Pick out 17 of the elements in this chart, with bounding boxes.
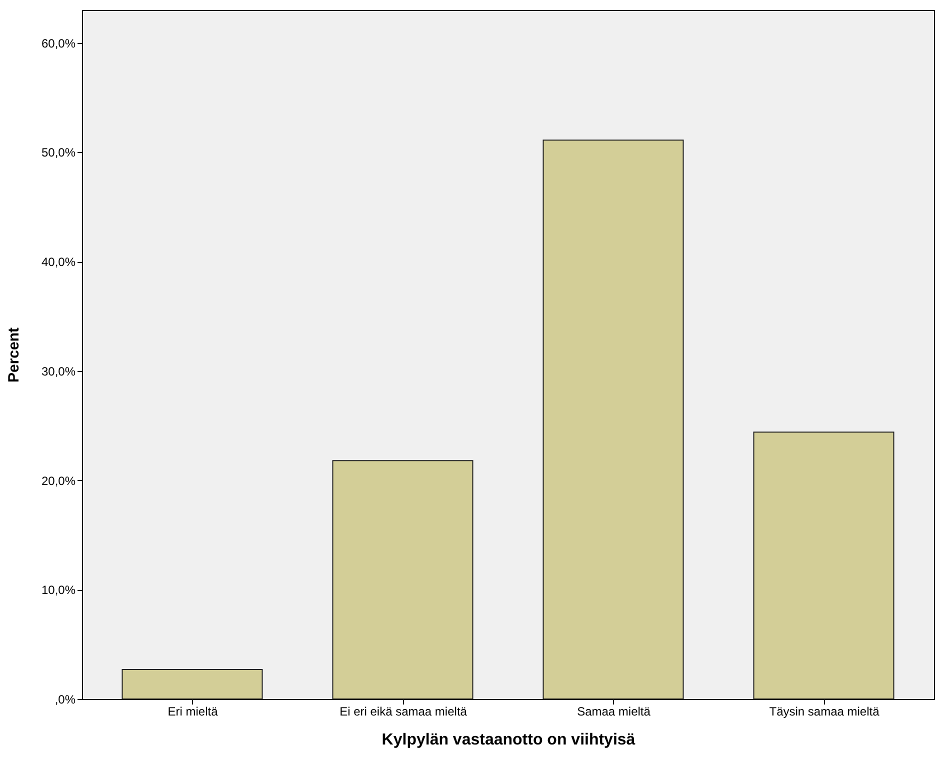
y-tick-label: 50,0% [41, 146, 76, 160]
y-tick-label: 30,0% [41, 364, 76, 378]
bar [542, 140, 684, 700]
x-tick-label: Ei eri eikä samaa mieltä [340, 704, 468, 718]
y-tick-label: 40,0% [41, 255, 76, 270]
y-axis-title: Percent [5, 327, 22, 383]
bar [332, 460, 474, 700]
x-tick-label: Eri mieltä [168, 704, 218, 718]
bar [753, 432, 894, 700]
x-tick-label: Samaa mieltä [577, 704, 651, 718]
x-tick-label: Täysin samaa mieltä [769, 704, 880, 718]
y-tick-label: 20,0% [41, 474, 76, 488]
bar [122, 668, 263, 700]
y-tick-label: 60,0% [41, 36, 76, 50]
x-axis-title: Kylpylän vastaanotto on viihtyisä [382, 732, 636, 748]
y-tick-label: 10,0% [41, 583, 76, 598]
y-tick-label: ,0% [54, 692, 76, 706]
